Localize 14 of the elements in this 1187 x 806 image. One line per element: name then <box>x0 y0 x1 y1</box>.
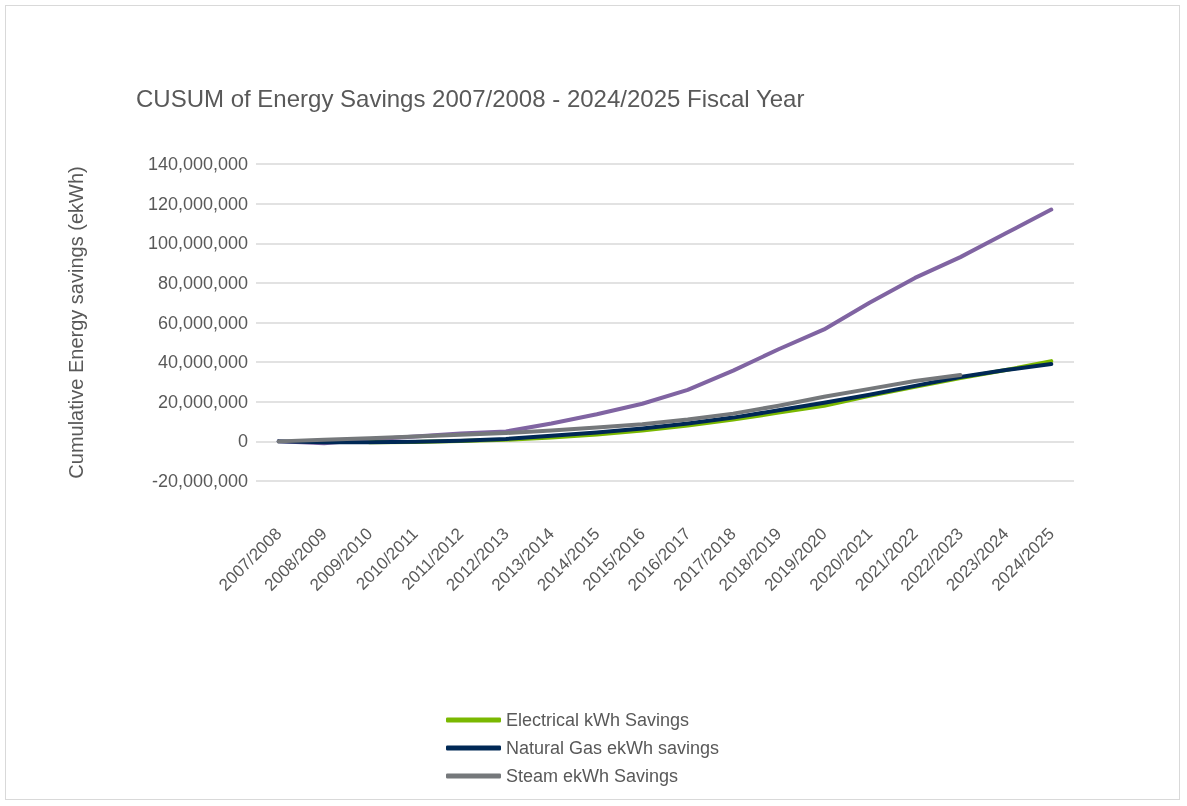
y-tick-label: 100,000,000 <box>147 233 248 254</box>
y-axis-title: Cumulative Energy savings (ekWh) <box>65 166 87 479</box>
y-tick-label: 0 <box>237 431 248 452</box>
y-tick-label: 20,000,000 <box>157 391 248 412</box>
legend-label: Steam ekWh Savings <box>506 766 679 786</box>
legend-label: Electrical kWh Savings <box>506 710 690 730</box>
chart-title: CUSUM of Energy Savings 2007/2008 - 2024/2025 Fiscal Year <box>136 84 805 112</box>
y-tick-label: 40,000,000 <box>157 352 248 373</box>
y-tick-label: 140,000,000 <box>147 154 248 174</box>
y-tick-label: 120,000,000 <box>147 193 248 214</box>
y-tick-label: 80,000,000 <box>157 272 248 293</box>
legend-label: Natural Gas ekWh savings <box>506 738 720 758</box>
y-tick-label: 60,000,000 <box>157 312 248 333</box>
y-tick-label: -20,000,000 <box>151 471 248 491</box>
